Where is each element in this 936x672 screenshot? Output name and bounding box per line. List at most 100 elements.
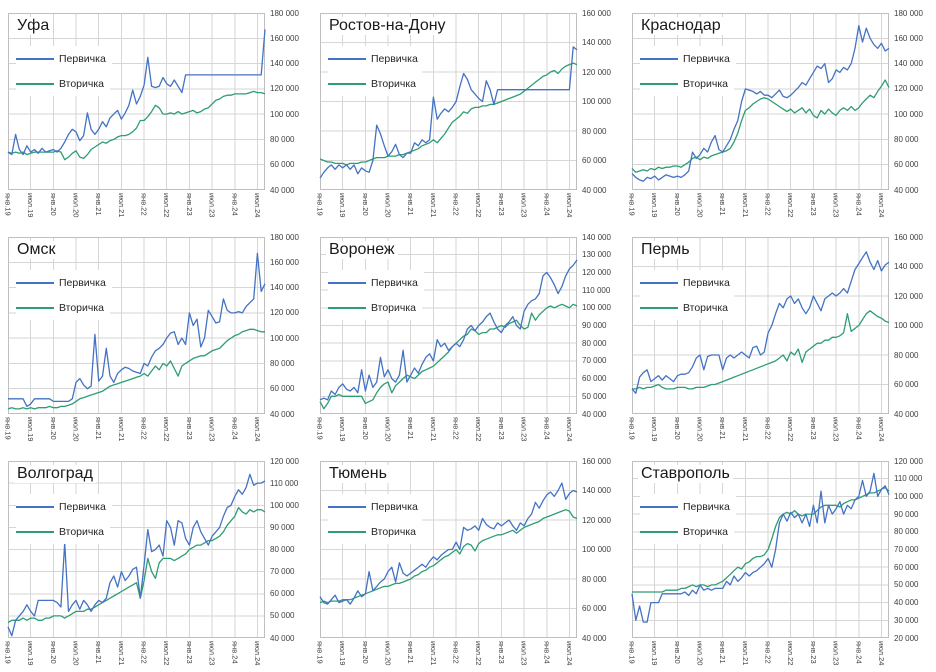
y-tick-label: 30 000: [894, 615, 919, 625]
secondary-line-swatch: [640, 82, 678, 85]
chart-title: Уфа: [14, 17, 53, 35]
x-tick-label: янв.20: [360, 641, 370, 664]
x-tick-label: июл.20: [71, 641, 81, 666]
x-tick-label: июл.20: [695, 417, 705, 442]
y-tick-label: 100 000: [894, 321, 923, 330]
secondary-legend-label: Вторичка: [371, 525, 417, 538]
y-tick-label: 100 000: [270, 500, 299, 510]
x-tick-label: июл.22: [162, 417, 172, 442]
x-tick-label: июл.21: [428, 641, 438, 666]
y-tick-label: 120 000: [894, 84, 923, 94]
legend-item-secondary: Вторичка: [640, 519, 735, 544]
x-tick-label: июл.22: [786, 193, 796, 218]
x-tick-label: янв.20: [360, 417, 370, 440]
plot-area: [631, 13, 890, 190]
y-tick-label: 110 000: [582, 285, 611, 295]
x-tick-label: июл.24: [876, 641, 886, 666]
x-tick-label: янв.20: [48, 641, 58, 664]
y-tick-label: 160 000: [894, 232, 923, 242]
x-tick-label: июл.19: [650, 641, 660, 666]
x-tick-label: июл.21: [428, 193, 438, 218]
chart-krasnodar: Краснодар Первичка Вторичка 180 000 160 0…: [624, 0, 936, 224]
x-tick-label: янв.20: [672, 193, 682, 216]
secondary-line-swatch: [16, 82, 54, 85]
x-tick-label: июл.23: [519, 641, 529, 666]
legend-item-secondary: Вторичка: [16, 295, 111, 320]
y-tick-label: 120 000: [270, 84, 299, 94]
x-tick-label: янв.24: [542, 641, 552, 664]
y-tick-label: 60 000: [270, 160, 295, 170]
x-tick-label: янв.23: [184, 641, 194, 664]
legend: Первичка Вторичка: [640, 494, 736, 544]
secondary-legend-label: Вторичка: [371, 77, 417, 90]
x-tick-label: янв.24: [542, 417, 552, 440]
y-tick-label: 40 000: [582, 185, 607, 195]
x-tick-label: янв.21: [406, 193, 416, 216]
chart-title: Волгоград: [14, 465, 96, 483]
primary-line-swatch: [328, 281, 366, 284]
x-tick-label: янв.22: [763, 641, 773, 664]
y-tick-label: 130 000: [582, 250, 611, 260]
secondary-line-swatch: [328, 82, 366, 85]
plot-area: [631, 461, 890, 638]
y-tick-label: 100 000: [582, 97, 611, 106]
x-tick-label: янв.24: [230, 417, 240, 440]
y-tick-label: 120 000: [894, 456, 923, 466]
y-tick-label: 140 000: [270, 283, 299, 293]
y-tick-label: 40 000: [582, 633, 607, 643]
x-tick-label: янв.21: [406, 417, 416, 440]
chart-title: Пермь: [638, 241, 693, 259]
x-tick-label: янв.20: [672, 417, 682, 440]
primary-line-swatch: [16, 57, 54, 60]
y-tick-label: 40 000: [270, 409, 295, 419]
x-tick-label: янв.24: [854, 193, 864, 216]
legend-item-primary: Первичка: [328, 494, 424, 519]
y-tick-label: 60 000: [270, 589, 295, 599]
y-tick-label: 110 000: [894, 474, 923, 484]
x-tick-label: июл.20: [71, 417, 81, 442]
x-tick-label: янв.21: [94, 417, 104, 440]
y-tick-label: 60 000: [894, 380, 919, 389]
x-tick-label: июл.23: [207, 193, 217, 218]
plot-area: [631, 237, 890, 414]
chart-title: Краснодар: [638, 17, 724, 35]
x-tick-label: июл.22: [474, 641, 484, 666]
plot-area: [7, 461, 266, 638]
x-tick-label: янв.19: [315, 417, 325, 440]
y-tick-label: 120 000: [270, 456, 299, 466]
y-tick-label: 80 000: [894, 134, 919, 144]
y-tick-label: 160 000: [582, 8, 611, 18]
legend-item-secondary: Вторичка: [328, 519, 423, 544]
secondary-legend-label: Вторичка: [59, 525, 105, 538]
x-tick-label: янв.23: [496, 417, 506, 440]
y-tick-label: 140 000: [894, 262, 923, 271]
legend-item-primary: Первичка: [16, 494, 112, 519]
x-tick-label: янв.22: [451, 417, 461, 440]
secondary-legend-label: Вторичка: [59, 301, 105, 314]
x-tick-label: янв.24: [854, 641, 864, 664]
x-tick-label: июл.19: [26, 417, 36, 442]
x-tick-label: июл.19: [26, 193, 36, 218]
y-tick-label: 160 000: [270, 33, 299, 43]
x-tick-label: июл.24: [252, 641, 262, 666]
chart-ufa: Уфа Первичка Вторичка 180 000 160 000 140 …: [0, 0, 312, 224]
y-tick-label: 90 000: [270, 522, 295, 532]
y-tick-label: 40 000: [894, 598, 919, 608]
legend-item-secondary: Вторичка: [328, 295, 423, 320]
legend-item-primary: Первичка: [328, 46, 424, 71]
y-tick-label: 80 000: [894, 527, 919, 537]
x-tick-label: июл.21: [740, 641, 750, 666]
secondary-line-swatch: [16, 530, 54, 533]
legend-item-secondary: Вторичка: [16, 71, 111, 96]
primary-legend-label: Первичка: [371, 276, 418, 289]
y-tick-label: 180 000: [894, 8, 923, 18]
x-tick-label: янв.21: [94, 193, 104, 216]
y-tick-label: 120 000: [582, 67, 611, 77]
x-tick-label: июл.19: [338, 193, 348, 218]
x-tick-label: июл.24: [252, 193, 262, 218]
legend-item-primary: Первичка: [16, 46, 112, 71]
y-tick-label: 70 000: [270, 567, 295, 577]
plot-area: [319, 461, 578, 638]
y-tick-label: 180 000: [270, 8, 299, 18]
